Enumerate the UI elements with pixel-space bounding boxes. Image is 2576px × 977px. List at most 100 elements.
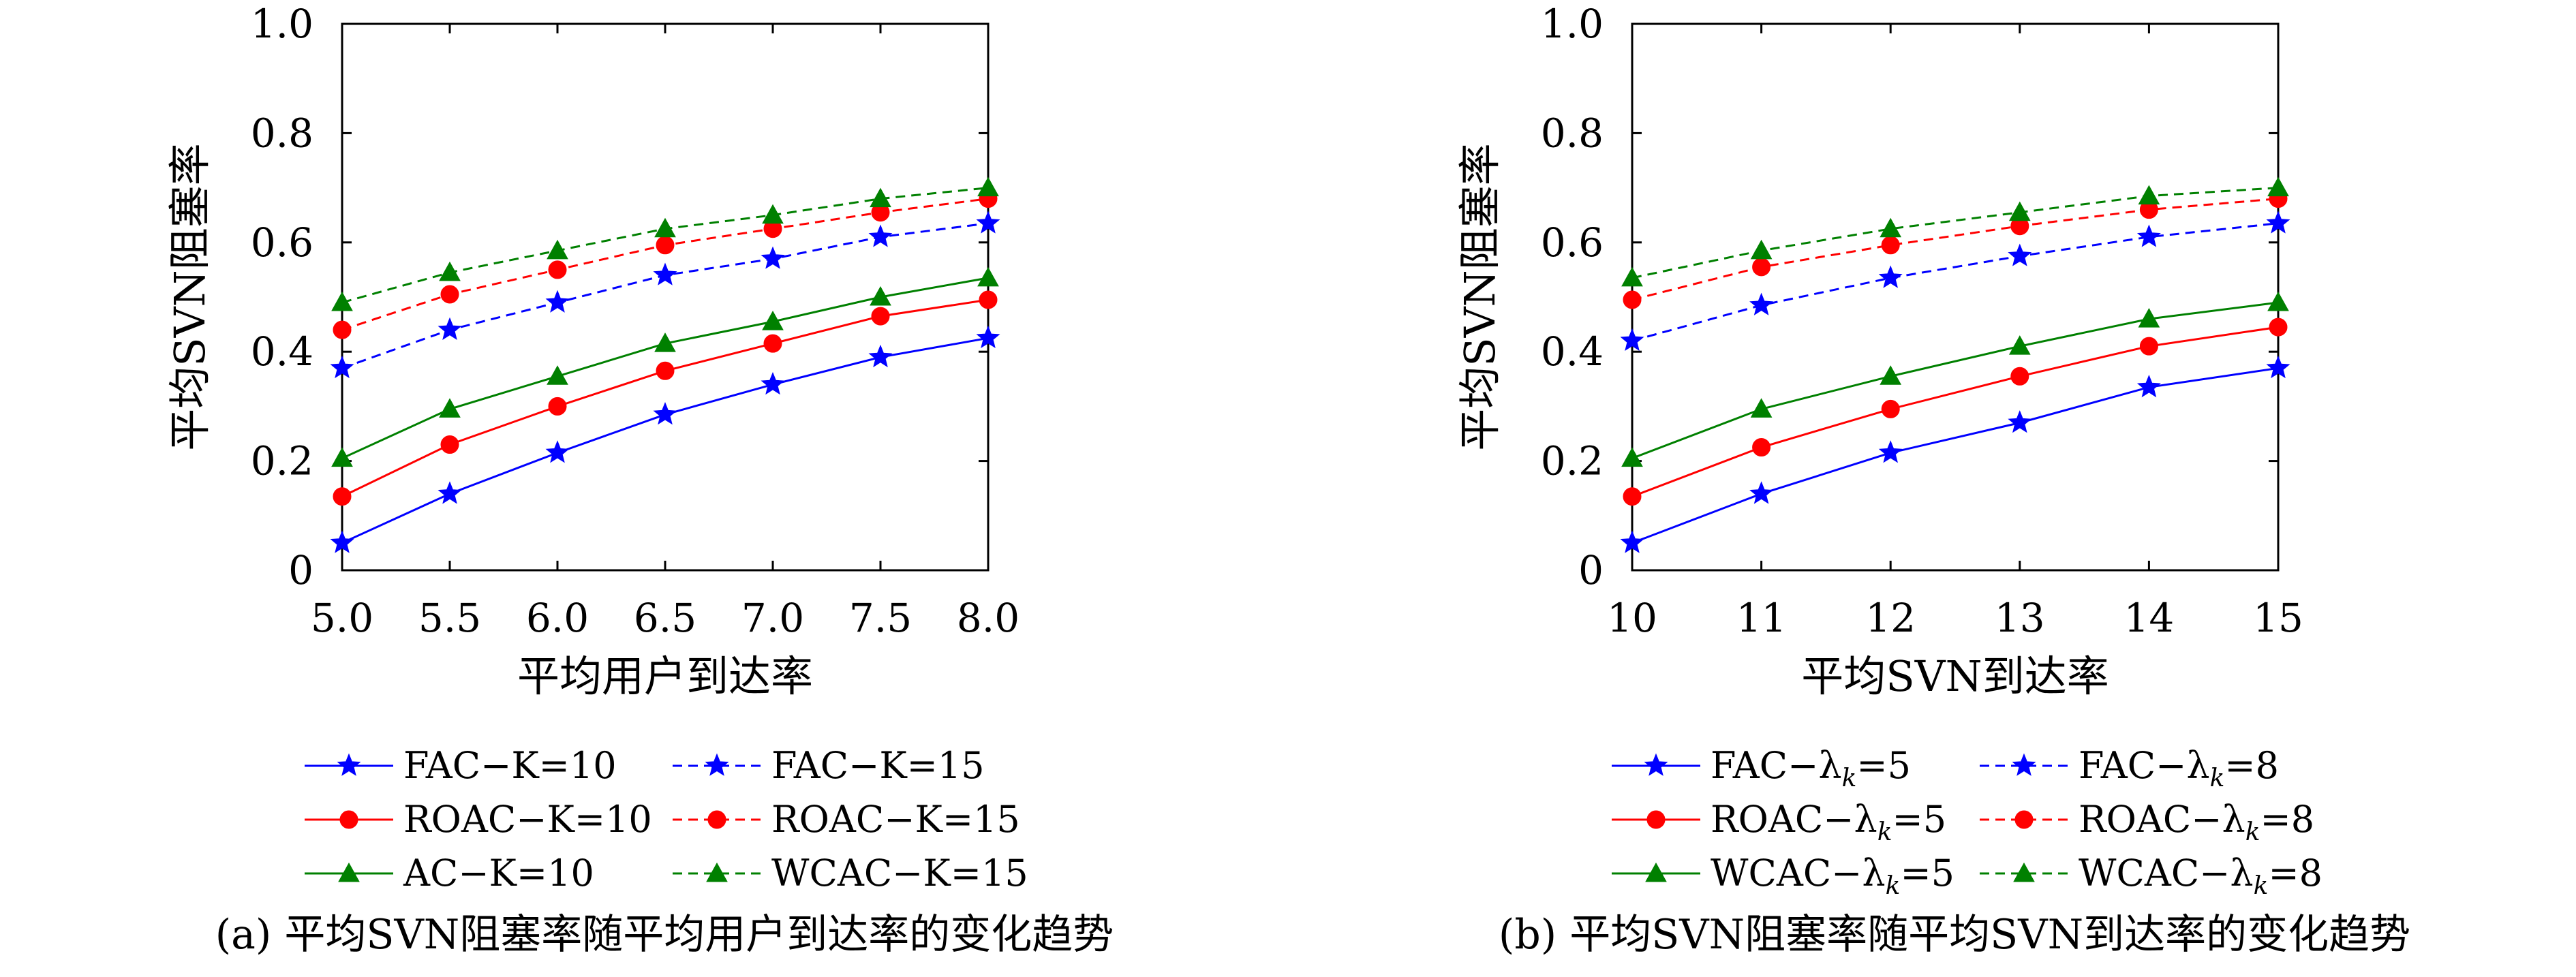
series-0 <box>1620 355 2290 553</box>
star-data-point <box>653 402 677 425</box>
y-tick-label: 1.0 <box>251 1 313 47</box>
x-tick-label: 10 <box>1607 595 1657 641</box>
legend-label: WCAC−λk=5 <box>1711 852 1954 900</box>
legend-label: FAC−λk=8 <box>2079 744 2279 792</box>
circle-data-point <box>656 236 675 255</box>
star-data-point <box>868 224 893 247</box>
y-tick-label: 0.2 <box>251 438 313 484</box>
y-tick-label: 0.4 <box>1541 328 1604 375</box>
legend-label: WCAC−λk=8 <box>2079 852 2322 900</box>
triangle-data-point <box>331 447 353 467</box>
plot-frame <box>1631 22 2280 572</box>
triangle-data-point <box>1621 447 1643 467</box>
circle-data-point <box>1623 487 1642 506</box>
series-line <box>1631 367 2279 544</box>
triangle-data-point <box>1750 398 1773 418</box>
x-tick-label: 12 <box>1865 595 1916 641</box>
star-data-point <box>653 262 677 285</box>
legend-star-icon <box>2012 753 2036 776</box>
series-4 <box>1621 291 2289 467</box>
legend-triangle-icon <box>706 862 728 882</box>
series-0 <box>330 325 1000 553</box>
circle-data-point <box>440 285 459 304</box>
circle-data-point <box>1881 399 1900 418</box>
circle-data-point <box>1881 236 1900 255</box>
legend-label: WCAC−K=15 <box>771 852 1028 895</box>
x-axis-label: 平均SVN到达率 <box>1801 651 2109 701</box>
star-data-point <box>2266 355 2290 379</box>
legend-label: FAC−K=15 <box>771 744 985 787</box>
legend: FAC−K=10 FAC−K=15 ROAC−K=10 ROAC−K=15 AC−K=1… <box>305 744 1028 895</box>
star-data-point <box>330 355 354 379</box>
triangle-data-point <box>2138 185 2160 205</box>
x-axis-label: 平均用户到达率 <box>517 651 813 701</box>
legend-label: ROAC−λk=5 <box>1711 798 1946 846</box>
triangle-data-point <box>870 285 891 306</box>
star-data-point <box>1878 265 1903 288</box>
circle-data-point <box>440 435 459 454</box>
legend-label: FAC−λk=5 <box>1711 744 1911 792</box>
x-tick-label: 5.0 <box>311 595 373 641</box>
x-tick-label: 7.0 <box>741 595 804 641</box>
star-data-point <box>868 344 893 368</box>
triangle-data-point <box>1750 239 1773 260</box>
series-line <box>1631 187 2279 279</box>
star-data-point <box>1749 292 1774 315</box>
x-tick-label: 7.5 <box>849 595 912 641</box>
figure-caption: (b) 平均SVN阻塞率随平均SVN到达率的变化趋势 <box>1499 911 2410 959</box>
series-line <box>1631 301 2279 460</box>
triangle-data-point <box>654 217 676 238</box>
series-5 <box>1621 176 2289 287</box>
triangle-data-point <box>2008 335 2031 355</box>
star-data-point <box>2008 243 2032 266</box>
triangle-data-point <box>870 187 891 208</box>
circle-data-point <box>2269 317 2288 337</box>
star-data-point <box>438 317 462 340</box>
y-tick-label: 0.4 <box>251 328 313 375</box>
circle-data-point <box>1623 290 1642 309</box>
triangle-data-point <box>762 204 784 224</box>
series-5 <box>331 176 999 311</box>
series-line <box>1631 326 2279 498</box>
star-data-point <box>1878 440 1903 463</box>
series-4 <box>331 266 999 467</box>
series-3 <box>1623 189 2288 309</box>
chart-panel-a: 0 0.2 0.4 0.6 0.8 1.0 5.0 5.5 6.0 6.5 7.0 7.5 8.0 平均用… <box>165 1 1114 959</box>
triangle-data-point <box>977 176 999 197</box>
x-tick-label: 6.0 <box>526 595 589 641</box>
triangle-data-point <box>439 261 461 281</box>
legend-label: ROAC−K=15 <box>771 798 1020 841</box>
series-line <box>341 298 989 498</box>
legend-label: AC−K=10 <box>403 852 594 895</box>
legend-triangle-icon <box>1645 862 1667 882</box>
star-data-point <box>976 325 1000 348</box>
triangle-data-point <box>2008 201 2031 221</box>
legend-circle-icon <box>339 810 358 829</box>
x-tick-label: 8.0 <box>957 595 1019 641</box>
triangle-data-point <box>762 311 784 330</box>
x-tick-label: 6.5 <box>634 595 696 641</box>
triangle-data-point <box>547 365 568 385</box>
triangle-data-point <box>1621 266 1643 287</box>
star-data-point <box>976 211 1000 234</box>
star-data-point <box>2136 374 2161 398</box>
x-tick-label: 13 <box>1995 595 2045 641</box>
legend-star-icon <box>1644 753 1668 776</box>
star-data-point <box>330 530 354 553</box>
x-tick-label: 11 <box>1736 595 1787 641</box>
circle-data-point <box>1752 438 1771 457</box>
x-tick-label: 14 <box>2123 595 2174 641</box>
triangle-data-point <box>1880 365 1902 385</box>
triangle-data-point <box>2267 176 2289 197</box>
legend-star-icon <box>337 753 361 776</box>
circle-data-point <box>333 487 352 506</box>
star-data-point <box>545 440 570 463</box>
series-2 <box>1623 317 2288 506</box>
series-1 <box>330 211 1000 379</box>
legend-triangle-icon <box>2013 862 2035 882</box>
y-tick-label: 0.6 <box>1541 219 1604 266</box>
star-data-point <box>1620 530 1644 553</box>
circle-data-point <box>1752 258 1771 277</box>
figure-caption: (a) 平均SVN阻塞率随平均用户到达率的变化趋势 <box>215 911 1114 959</box>
